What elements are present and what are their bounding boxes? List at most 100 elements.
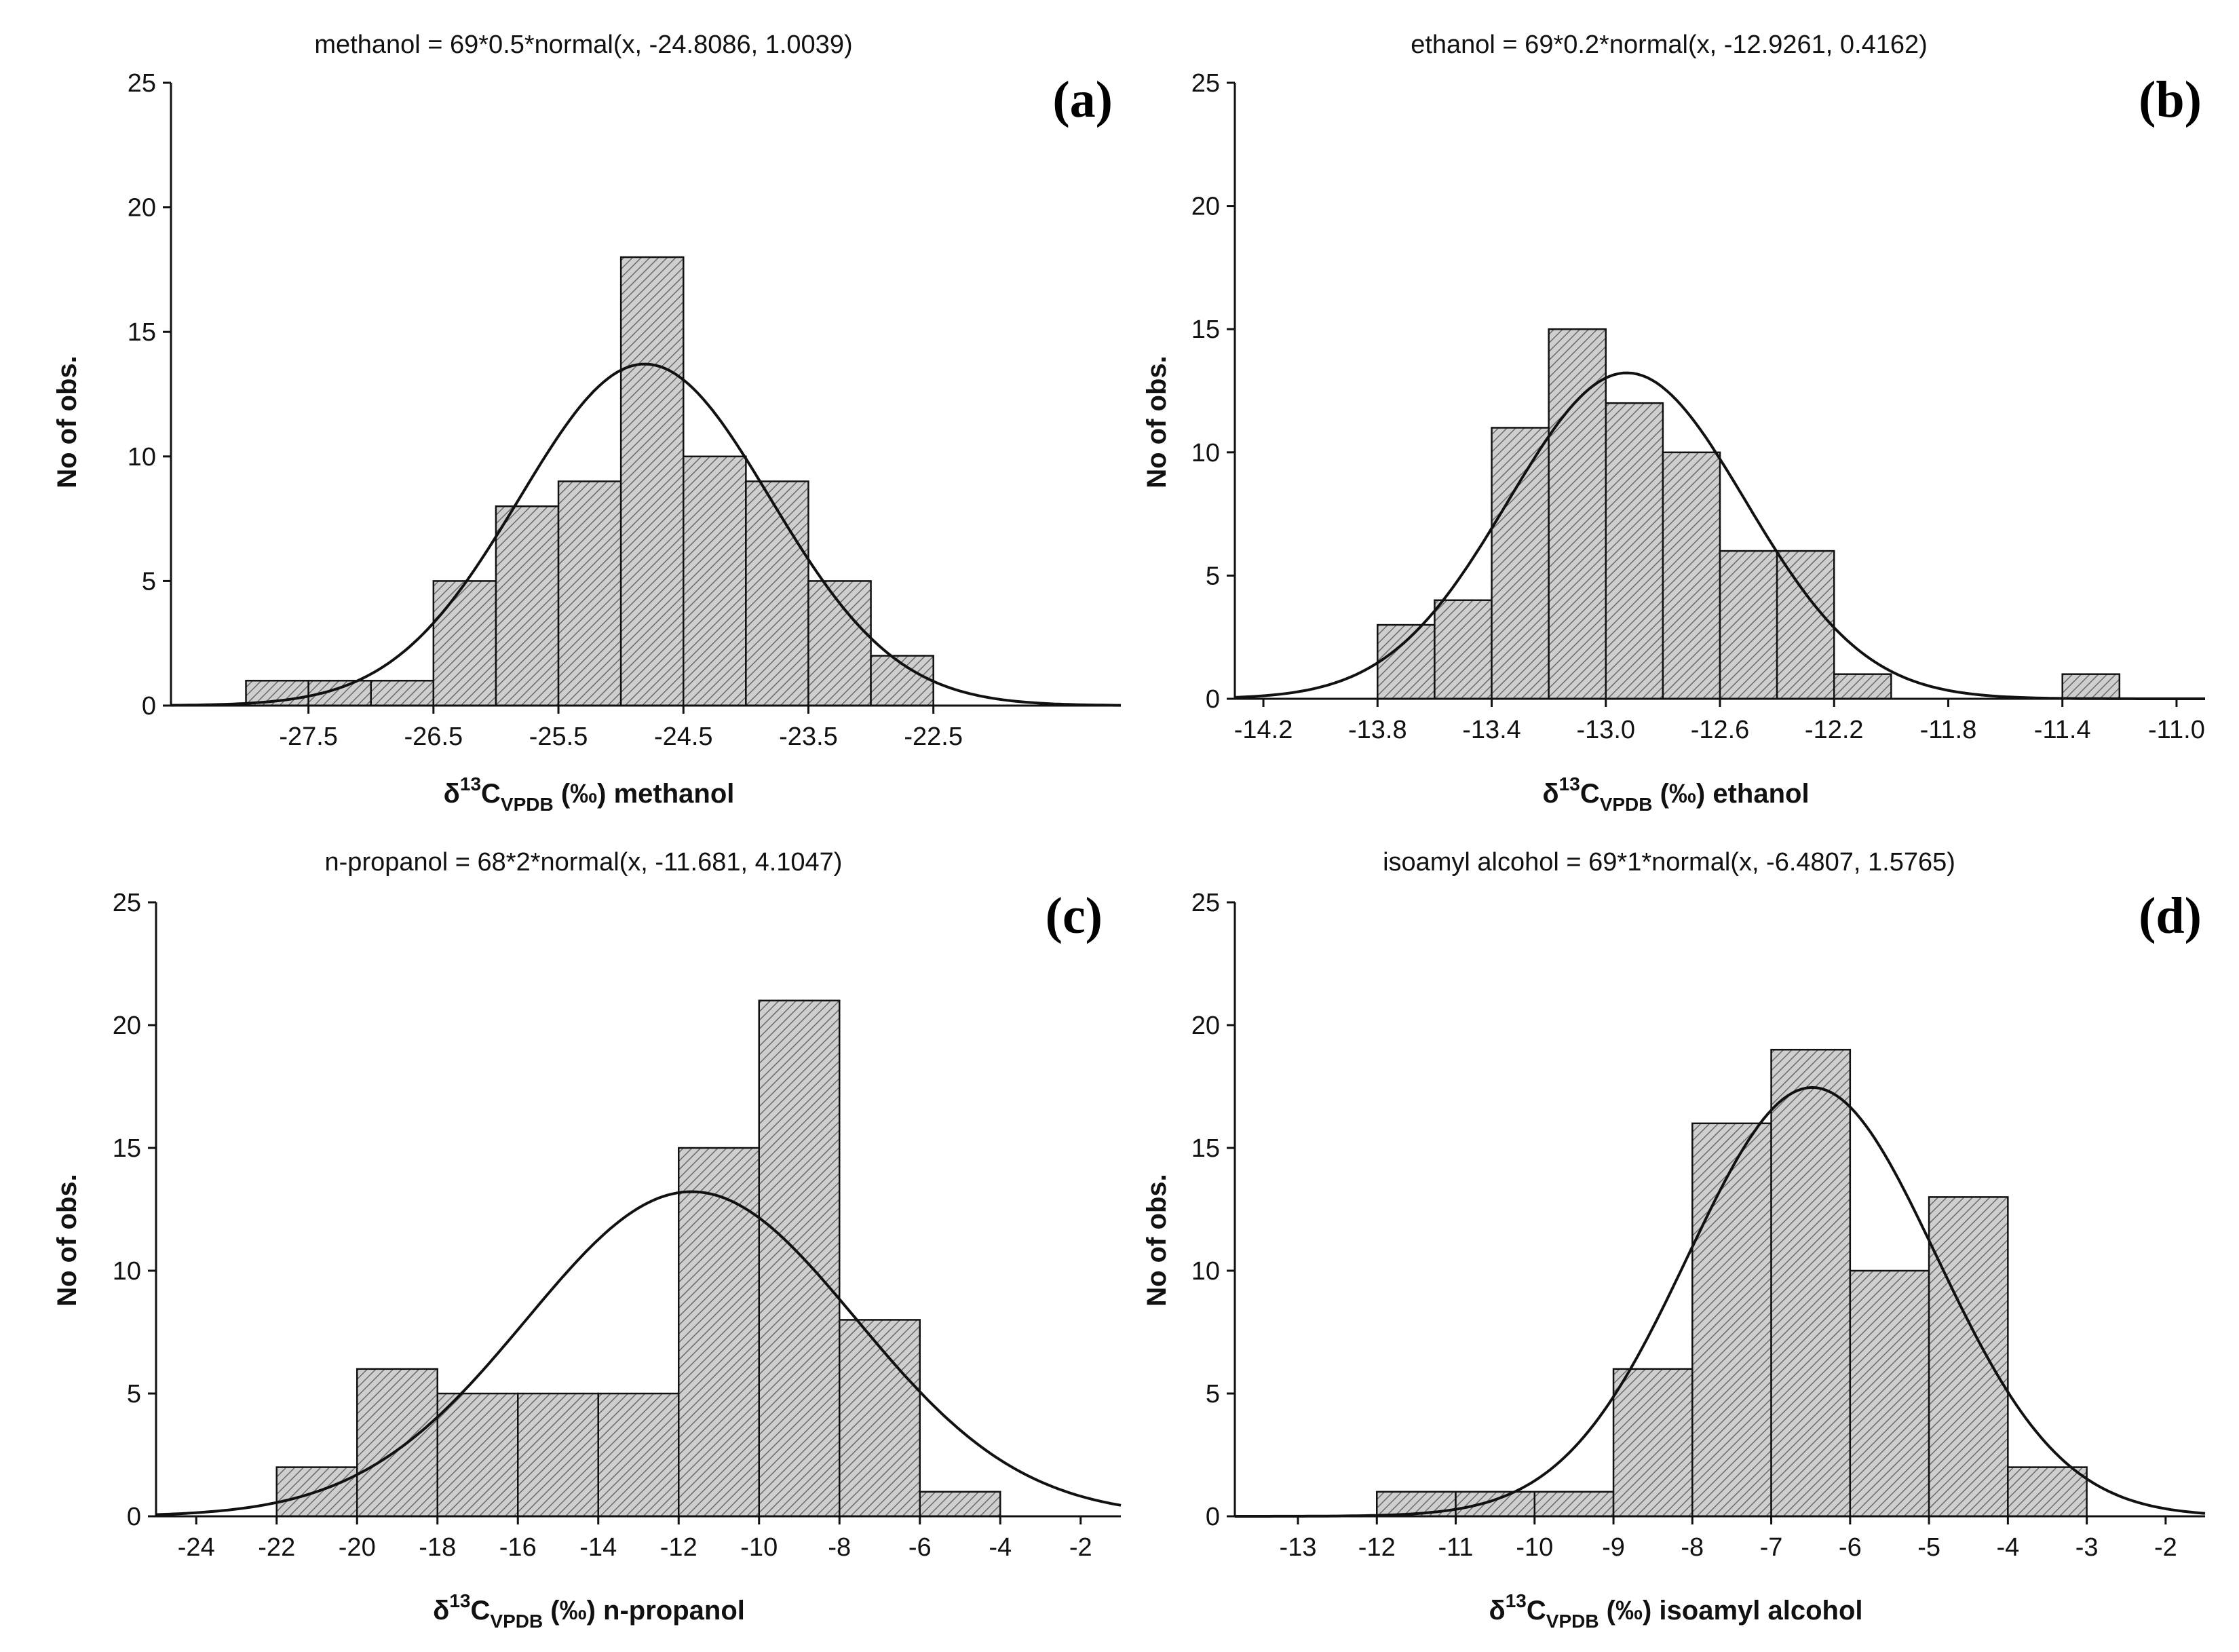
- y-tick-label: 20: [113, 1012, 141, 1040]
- histogram-bar: [1833, 673, 1892, 700]
- x-tick-label: -24: [178, 1533, 215, 1562]
- x-tick-label: -14.2: [1234, 716, 1293, 744]
- xlabel-delta: δ: [1542, 779, 1558, 809]
- x-tick-label: -27.5: [279, 723, 338, 751]
- x-tick-label: -11.0: [2148, 716, 2205, 744]
- histogram-bar: [2007, 1466, 2088, 1518]
- y-tick-label: 0: [1206, 685, 1220, 714]
- x-tick-label: -8: [1681, 1533, 1704, 1562]
- y-tick-label: 0: [127, 1503, 141, 1531]
- histogram-bar: [495, 505, 560, 707]
- panel-c-label: (c): [1046, 887, 1103, 944]
- panel-a-plot: 0 5 10 15 20 25 -27.5 -26.5 -25.5 -24.5 -23.5 -22.5: [128, 69, 1121, 751]
- histogram-bar: [807, 580, 872, 707]
- x-tick-label: -12: [660, 1533, 697, 1562]
- xlabel-sub: VPDB: [1600, 794, 1653, 815]
- x-tick-label: -6: [1839, 1533, 1862, 1562]
- histogram-bar: [745, 480, 809, 707]
- x-tick-label: -16: [499, 1533, 537, 1562]
- panel-a-xlabel: δ13CVPDB (‰) methanol: [444, 773, 735, 815]
- xlabel-sub: VPDB: [490, 1611, 543, 1632]
- x-tick-label: -20: [339, 1533, 376, 1562]
- y-tick-label: 10: [128, 443, 156, 472]
- histogram-bar: [1719, 550, 1778, 700]
- x-tick-label: -6: [908, 1533, 932, 1562]
- histogram-bar: [597, 1392, 680, 1518]
- y-tick-label: 25: [113, 889, 141, 917]
- y-tick-label: 25: [1191, 889, 1220, 917]
- histogram-bar: [1770, 1048, 1852, 1518]
- y-tick-label: 5: [142, 567, 156, 596]
- x-tick-label: -25.5: [529, 723, 588, 751]
- xlabel-rest: (‰) isoamyl alcohol: [1599, 1596, 1863, 1626]
- x-tick-label: -2: [2154, 1533, 2177, 1562]
- normal-fit-curve: [170, 362, 1121, 707]
- x-tick-label: -24.5: [654, 723, 713, 751]
- panel-d-xlabel: δ13CVPDB (‰) isoamyl alcohol: [1489, 1590, 1862, 1632]
- x-tick-label: -14: [579, 1533, 617, 1562]
- y-tick-label: 15: [1191, 1134, 1220, 1163]
- histogram-bar: [758, 999, 841, 1518]
- x-tick-label: -11.8: [1920, 716, 1977, 744]
- histogram-bar: [1455, 1491, 1536, 1518]
- xlabel-delta: δ: [433, 1596, 449, 1626]
- panel-a-label: (a): [1052, 71, 1113, 128]
- x-tick-label: -13.4: [1462, 716, 1521, 744]
- x-tick-label: -23.5: [779, 723, 838, 751]
- xlabel-rest: (‰) methanol: [554, 779, 735, 809]
- x-tick-label: -4: [1996, 1533, 2019, 1562]
- histogram-bar: [678, 1147, 760, 1518]
- panel-b: ethanol = 69*0.2*normal(x, -12.9261, 0.4…: [1142, 31, 2205, 815]
- y-tick-label: 20: [1191, 193, 1220, 221]
- panel-d-ylabel: No of obs.: [1142, 1174, 1172, 1307]
- x-tick-label: -8: [828, 1533, 851, 1562]
- xlabel-c: C: [1580, 779, 1600, 809]
- histogram-bar: [1928, 1196, 2009, 1518]
- panel-b-title: ethanol = 69*0.2*normal(x, -12.9261, 0.4…: [1411, 31, 1928, 59]
- panel-d-title: isoamyl alcohol = 69*1*normal(x, -6.4807…: [1383, 848, 1955, 877]
- histogram-bar: [1849, 1269, 1930, 1518]
- x-tick-label: -12.2: [1805, 716, 1864, 744]
- panel-c: n-propanol = 68*2*normal(x, -11.681, 4.1…: [52, 848, 1122, 1632]
- x-tick-label: -12.6: [1691, 716, 1750, 744]
- x-tick-label: -10: [1516, 1533, 1553, 1562]
- xlabel-c: C: [1527, 1596, 1546, 1626]
- y-tick-label: 25: [1191, 69, 1220, 98]
- y-tick-label: 0: [1206, 1503, 1220, 1531]
- panel-a-ylabel: No of obs.: [52, 356, 82, 488]
- histogram-bar: [919, 1491, 1001, 1518]
- xlabel-sup: 13: [460, 773, 481, 794]
- y-tick-label: 5: [1206, 1380, 1220, 1408]
- y-tick-label: 10: [1191, 1257, 1220, 1286]
- xlabel-sup: 13: [1559, 773, 1580, 794]
- histogram-bar: [1691, 1122, 1772, 1518]
- y-tick-label: 5: [1206, 562, 1220, 590]
- histogram-bar: [1533, 1491, 1615, 1518]
- histogram-bar: [1776, 550, 1835, 700]
- x-tick-label: -9: [1602, 1533, 1625, 1562]
- histogram-bar: [356, 1368, 438, 1518]
- x-tick-label: -13: [1280, 1533, 1317, 1562]
- y-tick-label: 20: [128, 194, 156, 223]
- xlabel-delta: δ: [444, 779, 460, 809]
- x-tick-label: -10: [740, 1533, 778, 1562]
- xlabel-rest: (‰) n-propanol: [543, 1596, 745, 1626]
- x-tick-label: -12: [1358, 1533, 1396, 1562]
- x-tick-label: -11.4: [2034, 716, 2091, 744]
- histogram-bar: [1491, 427, 1550, 700]
- panel-d: isoamyl alcohol = 69*1*normal(x, -6.4807…: [1142, 848, 2206, 1632]
- histogram-bar: [1548, 328, 1607, 700]
- xlabel-sup: 13: [1506, 1590, 1527, 1611]
- y-tick-label: 0: [142, 692, 156, 721]
- histogram-bar: [1605, 402, 1664, 700]
- panel-a: methanol = 69*0.5*normal(x, -24.8086, 1.…: [52, 31, 1121, 815]
- histogram-bar: [436, 1392, 519, 1518]
- panel-b-label: (b): [2139, 71, 2202, 128]
- panel-d-label: (d): [2139, 887, 2202, 944]
- x-tick-label: -3: [2075, 1533, 2099, 1562]
- xlabel-sub: VPDB: [1546, 1611, 1599, 1632]
- y-tick-label: 15: [128, 318, 156, 347]
- normal-fit-curve: [1235, 1086, 2206, 1518]
- panel-c-ylabel: No of obs.: [52, 1174, 82, 1307]
- x-tick-label: -13.8: [1348, 716, 1407, 744]
